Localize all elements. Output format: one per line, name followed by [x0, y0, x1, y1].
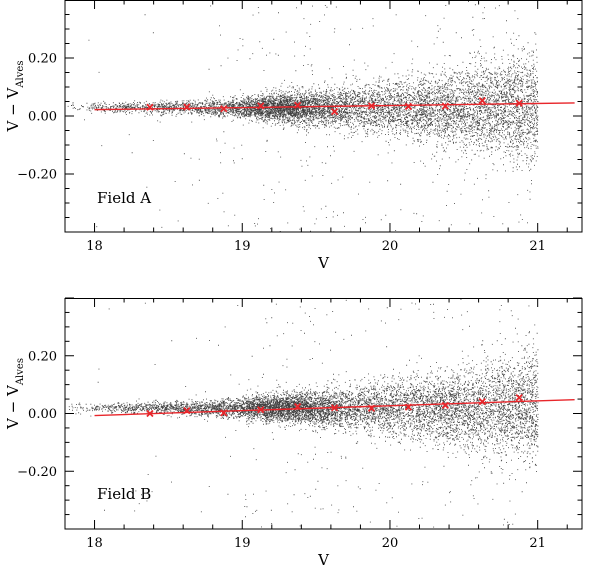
x-tick-label: 21 [529, 239, 546, 254]
y-tick-label: 0.00 [28, 110, 57, 125]
y-tick-label: −0.20 [17, 168, 57, 183]
mean-marker [330, 108, 339, 116]
mean-marker [404, 403, 413, 411]
y-tick-label: 0.20 [28, 349, 57, 364]
mean-marker [330, 404, 339, 412]
mean-marker [441, 401, 450, 410]
mean-marker [478, 96, 486, 105]
x-tick-label: 20 [382, 239, 399, 254]
x-axis-label: V [317, 551, 330, 566]
field-label: Field B [97, 485, 151, 503]
mean-marker [183, 103, 191, 111]
y-tick-label: 0.20 [28, 52, 57, 67]
scatter-points [67, 1, 539, 232]
mean-marker [515, 393, 523, 402]
y-axis-label: V − VAlves [4, 61, 26, 133]
mean-marker [441, 102, 450, 110]
x-tick-label: 21 [529, 536, 546, 551]
y-tick-label: 0.00 [28, 407, 57, 422]
x-tick-label: 18 [86, 239, 103, 254]
mean-marker [183, 406, 191, 415]
mean-marker [146, 103, 154, 111]
mean-marker [220, 409, 228, 417]
x-axis-label: V [317, 254, 330, 272]
x-tick-label: 19 [234, 239, 251, 254]
mean-marker [294, 101, 302, 109]
x-tick-label: 20 [382, 536, 399, 551]
mean-marker [478, 398, 486, 406]
mean-marker [515, 99, 523, 107]
x-tick-label: 19 [234, 536, 251, 551]
y-tick-label: −0.20 [17, 465, 57, 480]
x-tick-label: 18 [86, 536, 103, 551]
mean-marker [257, 406, 265, 414]
fit-line [94, 102, 575, 111]
y-axis-label: V − VAlves [4, 358, 26, 430]
mean-marker [220, 105, 228, 113]
mean-marker [146, 409, 154, 418]
mean-marker [367, 102, 376, 110]
mean-marker [294, 402, 302, 411]
panel-field-a: 18 19 20 21 0.20 0.00 −0.20 V V − VAlves Field A [4, 0, 583, 272]
field-label: Field A [97, 189, 151, 207]
panel-field-b: 18 19 20 21 0.20 0.00 −0.20 V V − VAlves Field B [4, 297, 583, 566]
mean-marker [367, 404, 376, 412]
mean-marker [404, 102, 413, 111]
mean-marker [257, 102, 265, 110]
scatter-points [68, 299, 539, 528]
